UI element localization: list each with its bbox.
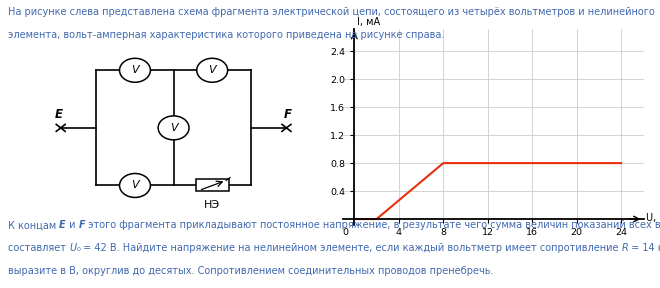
Text: = 42 В. Найдите напряжение на нелинейном элементе, если каждый вольтметр имеет с: = 42 В. Найдите напряжение на нелинейном…: [80, 243, 622, 253]
Text: = 14 кОм. Ответ: = 14 кОм. Ответ: [628, 243, 660, 253]
Text: выразите в В, округлив до десятых. Сопротивлением соединительных проводов пренеб: выразите в В, округлив до десятых. Сопро…: [8, 266, 494, 276]
Circle shape: [197, 58, 228, 82]
Circle shape: [119, 173, 150, 198]
Text: V: V: [170, 123, 178, 133]
Text: V: V: [209, 65, 216, 75]
Text: На рисунке слева представлена схема фрагмента электрической цепи, состоящего из : На рисунке слева представлена схема фраг…: [8, 7, 655, 17]
Text: элемента, вольт-амперная характеристика которого приведена на рисунке справа.: элемента, вольт-амперная характеристика …: [8, 30, 444, 40]
Text: V: V: [131, 65, 139, 75]
Text: U: U: [69, 243, 76, 253]
Text: F: F: [79, 220, 85, 230]
Bar: [196, 179, 228, 192]
Text: и: и: [66, 220, 79, 230]
Text: F: F: [284, 108, 292, 121]
Text: I, мА: I, мА: [356, 17, 380, 27]
Text: E: E: [59, 220, 66, 230]
Text: V: V: [131, 181, 139, 190]
Text: К концам: К концам: [8, 220, 59, 230]
Text: составляет: составляет: [8, 243, 69, 253]
Circle shape: [158, 116, 189, 140]
Text: U, В: U, В: [645, 213, 660, 223]
Text: 0: 0: [343, 228, 348, 237]
Circle shape: [119, 58, 150, 82]
Text: НЭ: НЭ: [204, 200, 220, 210]
Text: E: E: [55, 108, 63, 121]
Text: R: R: [622, 243, 628, 253]
Text: ₀: ₀: [76, 243, 80, 253]
Text: этого фрагмента прикладывают постоянное напряжение, в результате чего сумма вели: этого фрагмента прикладывают постоянное …: [85, 220, 660, 230]
